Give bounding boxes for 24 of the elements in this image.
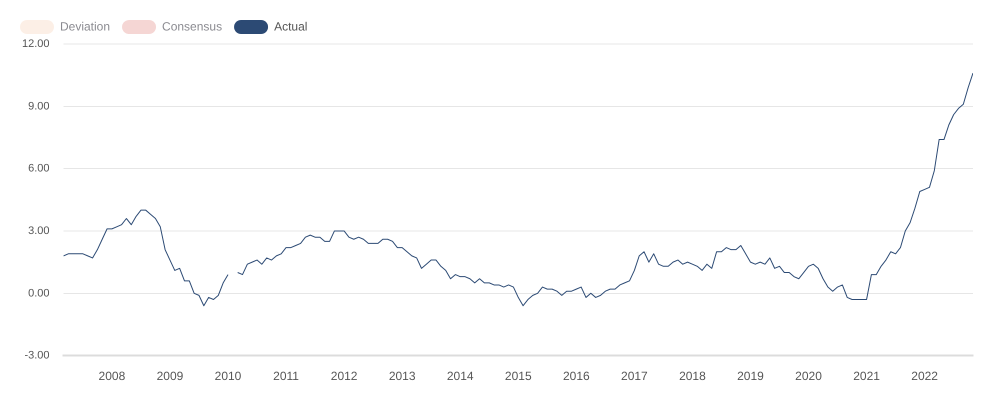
x-tick-label: 2020: [795, 369, 822, 384]
x-tick-label: 2018: [679, 369, 706, 384]
y-tick-label: 9.00: [28, 100, 50, 112]
x-tick-label: 2014: [446, 369, 474, 384]
x-tick-label: 2017: [621, 369, 648, 384]
x-tick-label: 2015: [504, 369, 532, 384]
x-tick-label: 2008: [98, 369, 126, 384]
y-tick-label: 12.00: [22, 38, 50, 50]
x-tick-label: 2009: [156, 369, 184, 384]
legend-label: Actual: [274, 19, 308, 34]
x-tick-label: 2011: [273, 369, 300, 384]
x-tick-label: 2019: [737, 369, 764, 384]
x-tick-label: 2016: [562, 369, 590, 384]
x-tick-label: 2010: [214, 369, 242, 384]
x-tick-label: 2013: [388, 369, 416, 384]
legend-label: Deviation: [60, 19, 110, 34]
x-tick-label: 2021: [853, 369, 880, 384]
y-tick-label: -3.00: [24, 350, 50, 362]
y-tick-label: 0.00: [28, 287, 50, 300]
legend-label: Consensus: [162, 19, 222, 34]
x-tick-label: 2012: [330, 369, 358, 384]
y-tick-label: 3.00: [28, 224, 50, 237]
x-tick-label: 2022: [911, 369, 938, 384]
y-tick-label: 6.00: [28, 162, 50, 175]
